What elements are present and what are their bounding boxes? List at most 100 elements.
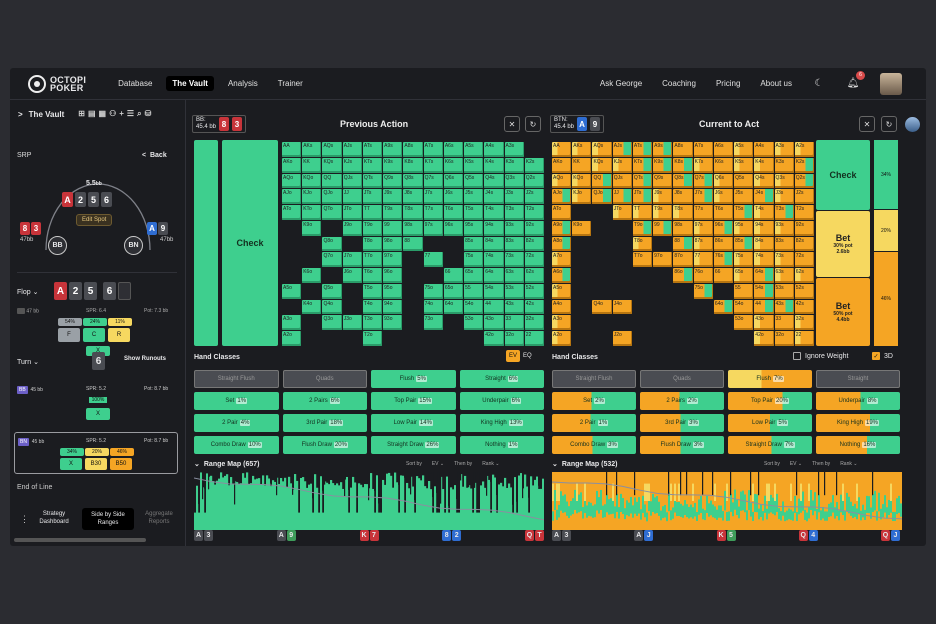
hand-cell[interactable] (613, 284, 632, 299)
hand-cell[interactable]: T7s (693, 205, 713, 220)
hand-cell[interactable]: 98s (403, 220, 423, 236)
hand-cell[interactable]: Q5s (464, 173, 484, 189)
hand-cell[interactable]: 43o (754, 315, 774, 331)
hand-cell[interactable] (694, 300, 713, 315)
sort-by-select[interactable]: EV ⌄ (431, 461, 445, 467)
nav-about-us[interactable]: About us (760, 79, 792, 88)
hand-cell[interactable]: 75s (464, 252, 484, 268)
hand-cell[interactable]: AJo (282, 189, 302, 205)
bell-icon[interactable]: 🔔︎ 6 (846, 70, 865, 91)
hand-cell[interactable] (592, 252, 611, 267)
hand-cell[interactable]: J5s (734, 189, 754, 205)
hand-cell[interactable]: JJ (612, 189, 632, 205)
hand-cell[interactable] (633, 315, 652, 330)
database-icon[interactable]: ⛁ (144, 109, 152, 118)
hand-cell[interactable]: J6s (713, 189, 734, 205)
hand-cell[interactable]: 85s (464, 236, 484, 252)
hand-cell[interactable] (302, 331, 321, 346)
turn-toggle[interactable]: Turn ⌄ (17, 359, 39, 366)
hand-cell[interactable] (302, 252, 321, 267)
hand-class-set[interactable]: Set 2% (552, 392, 636, 410)
hand-cell[interactable]: K7s (693, 157, 713, 173)
hand-cell[interactable]: 96s (443, 220, 464, 236)
hand-cell[interactable]: T9o (362, 220, 383, 236)
ignore-weight-toggle[interactable]: Ignore Weight (793, 352, 848, 360)
hand-cell[interactable]: Q4o (592, 299, 612, 315)
hand-cell[interactable]: 88 (403, 236, 423, 252)
hand-cell[interactable]: JTo (612, 205, 632, 220)
hand-cell[interactable] (714, 284, 733, 299)
turn-card[interactable]: 6 (92, 352, 105, 370)
hand-cell[interactable]: T2s (524, 205, 544, 220)
hand-cell[interactable]: Q4s (484, 173, 504, 189)
hand-cell[interactable]: KK (302, 157, 322, 173)
hand-cell[interactable]: ATo (282, 205, 302, 220)
hand-cell[interactable] (322, 331, 341, 346)
hand-cell[interactable]: QJs (342, 173, 362, 189)
hand-cell[interactable]: 53o (734, 315, 754, 331)
hand-cell[interactable]: J6o (342, 268, 362, 283)
hand-cell[interactable]: JTo (342, 205, 362, 220)
hand-cell[interactable]: 64o (443, 299, 464, 315)
then-by-select[interactable]: Rank ⌄ (482, 461, 500, 467)
hand-cell[interactable]: J9s (383, 189, 403, 205)
table-icon[interactable]: ▤ (87, 109, 96, 118)
hand-cell[interactable] (444, 331, 463, 346)
right-range-map-toggle[interactable]: ⌄ Range Map (532) (552, 460, 618, 469)
hand-cell[interactable]: 86s (713, 236, 734, 252)
hand-class-straight[interactable]: Straight (816, 370, 900, 388)
hand-cell[interactable] (694, 331, 713, 346)
hand-cell[interactable]: A3s (774, 142, 794, 157)
hand-cell[interactable] (424, 237, 443, 252)
hand-cell[interactable]: 95s (734, 220, 754, 236)
hand-cell[interactable]: Q5s (734, 173, 754, 189)
hand-cell[interactable]: 65s (734, 268, 754, 283)
hand-cell[interactable]: A2o (552, 331, 572, 346)
hand-class-quads[interactable]: Quads (282, 370, 367, 388)
hand-cell[interactable]: 98s (673, 220, 693, 236)
hand-cell[interactable]: TT (632, 205, 653, 220)
hand-cell[interactable]: 43s (504, 299, 524, 315)
hand-cell[interactable]: 53s (504, 283, 524, 299)
show-runouts-button[interactable]: Show Runouts (124, 356, 166, 362)
hand-cell[interactable]: 94s (754, 220, 774, 236)
hand-cell[interactable]: A6s (713, 142, 734, 157)
hand-cell[interactable] (464, 331, 483, 346)
hand-cell[interactable]: KTs (362, 157, 383, 173)
hand-cell[interactable]: AKs (572, 142, 592, 157)
hand-cell[interactable]: T8s (673, 205, 693, 220)
hand-cell[interactable]: Q2s (524, 173, 544, 189)
hand-cell[interactable]: 83s (774, 236, 794, 252)
hand-cell[interactable]: A7s (693, 142, 713, 157)
hand-cell[interactable] (572, 315, 591, 330)
hand-cell[interactable]: A3o (552, 315, 572, 331)
flop-check-node[interactable]: X (86, 346, 110, 356)
hand-cell[interactable]: 53s (774, 283, 794, 299)
hand-cell[interactable]: 32s (794, 315, 814, 331)
hand-cell[interactable]: 63s (504, 268, 524, 283)
hand-cell[interactable]: J4s (754, 189, 774, 205)
hand-cell[interactable]: KQo (572, 173, 592, 189)
hand-cell[interactable]: A5o (282, 283, 302, 299)
hand-cell[interactable]: KTs (632, 157, 653, 173)
hand-cell[interactable] (613, 221, 632, 236)
hand-cell[interactable]: K5s (734, 157, 754, 173)
right-bet30-bar[interactable]: Bet 30% pot 2.6bb (816, 211, 870, 277)
hand-cell[interactable]: A5o (552, 283, 572, 299)
hand-cell[interactable]: KJs (612, 157, 632, 173)
hand-cell[interactable]: T9s (383, 205, 403, 220)
hand-class-top-pair[interactable]: Top Pair 15% (371, 392, 456, 410)
hand-cell[interactable]: AKo (552, 157, 572, 173)
hand-cell[interactable]: ATs (362, 142, 383, 157)
hand-cell[interactable]: 92s (524, 220, 544, 236)
hand-cell[interactable]: 64s (484, 268, 504, 283)
hand-cell[interactable]: T6s (713, 205, 734, 220)
hand-cell[interactable]: KQo (302, 173, 322, 189)
hand-cell[interactable] (383, 331, 402, 346)
hand-cell[interactable]: AQo (282, 173, 302, 189)
hand-cell[interactable]: 74s (484, 252, 504, 268)
hand-cell[interactable]: 65o (443, 283, 464, 299)
hand-cell[interactable]: 98o (383, 236, 403, 252)
hand-class-flush-draw[interactable]: Flush Draw 3% (640, 436, 724, 454)
